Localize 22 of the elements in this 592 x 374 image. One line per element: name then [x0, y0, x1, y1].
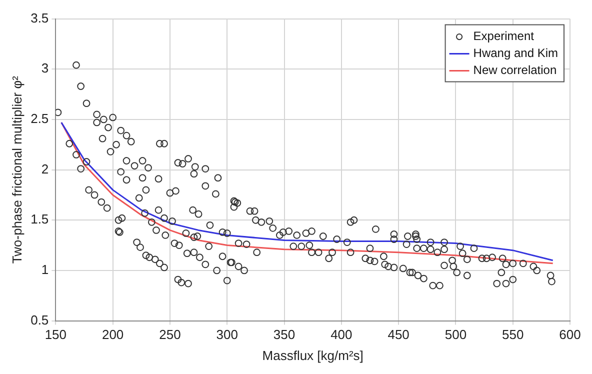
x-tick-label: 500 — [444, 327, 467, 342]
x-tick-label: 300 — [216, 327, 238, 342]
x-tick-label: 550 — [502, 327, 524, 342]
x-tick-label: 400 — [330, 327, 352, 342]
x-axis-title: Massflux [kg/m²s] — [262, 348, 364, 363]
legend-label: Hwang and Kim — [473, 46, 558, 60]
y-tick-label: 3 — [41, 60, 49, 76]
x-tick-label: 200 — [102, 327, 124, 342]
legend-label: Experiment — [473, 29, 535, 44]
x-tick-label: 600 — [559, 327, 581, 342]
y-axis-title: Two-phase frictional multiplier φ² — [9, 75, 24, 264]
x-tick-label: 350 — [273, 327, 296, 342]
y-tick-label: 0.5 — [30, 312, 49, 328]
y-tick-label: 2.5 — [30, 111, 49, 126]
y-tick-label: 1 — [41, 262, 49, 278]
x-tick-label: 150 — [44, 327, 67, 342]
y-tick-label: 1.5 — [30, 212, 49, 227]
y-tick-label: 3.5 — [30, 10, 49, 26]
y-tick-label: 2 — [41, 161, 49, 176]
x-tick-label: 250 — [159, 327, 181, 342]
legend-label: New correlation — [473, 63, 557, 78]
x-tick-label: 450 — [388, 327, 410, 342]
